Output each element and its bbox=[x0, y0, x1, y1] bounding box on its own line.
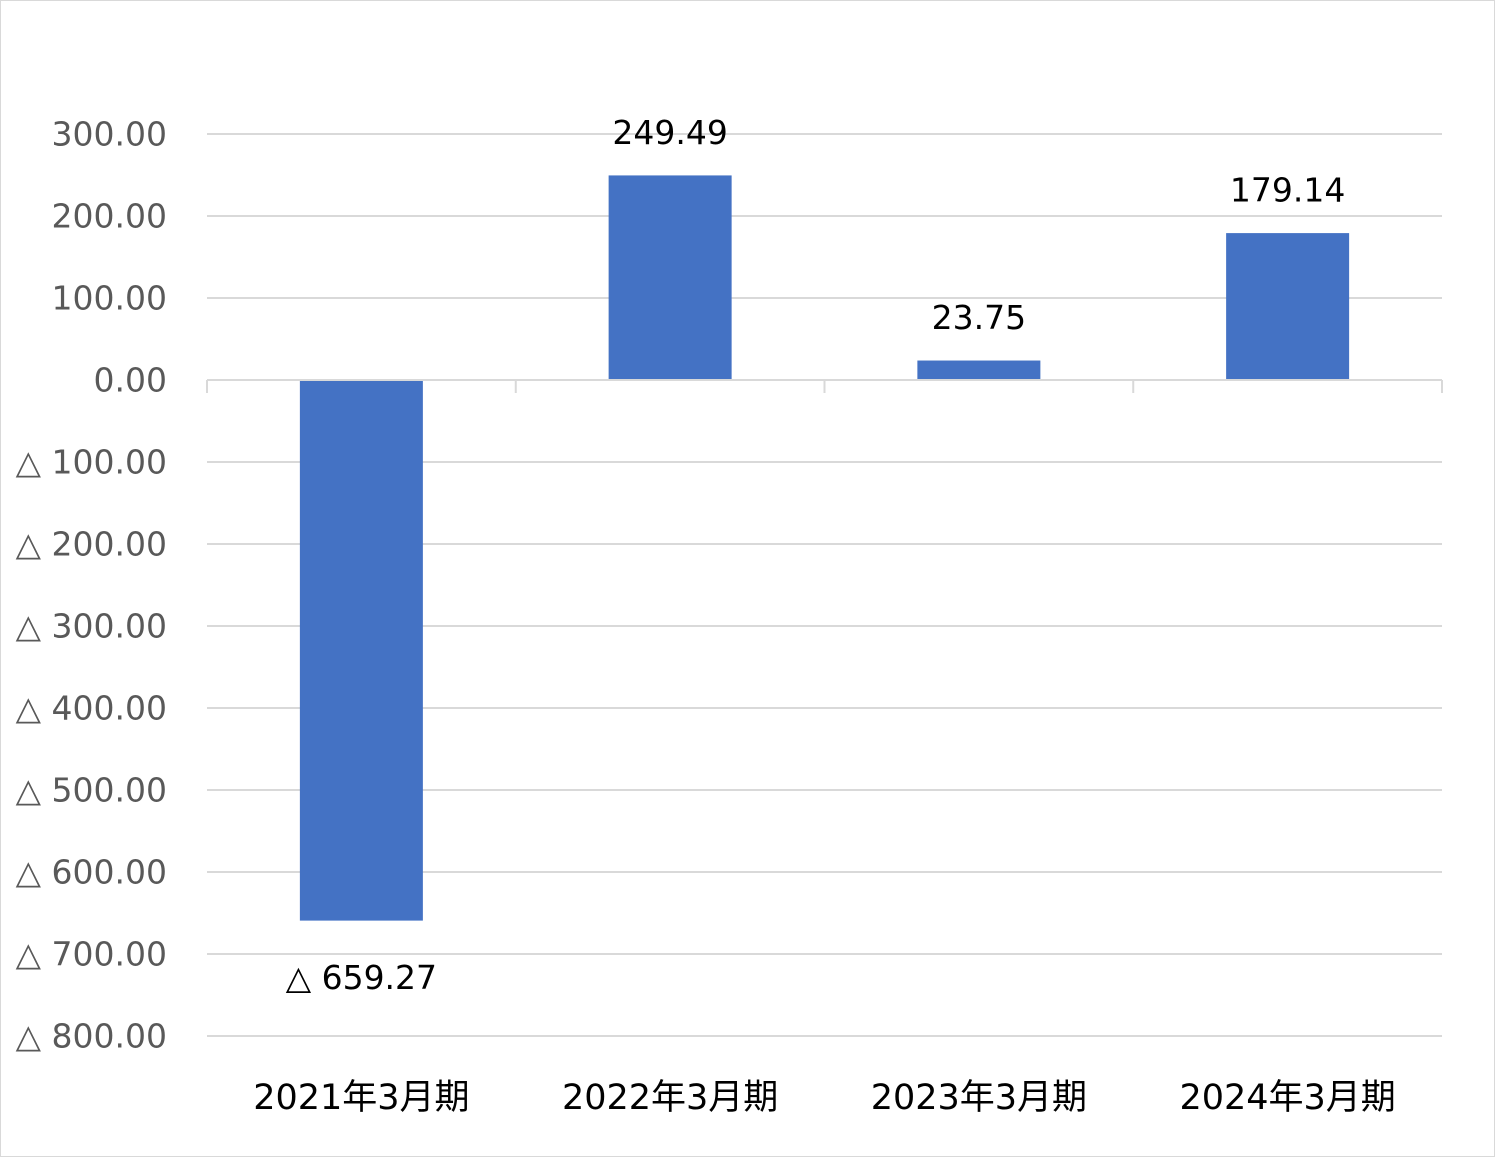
data-label: 179.14 bbox=[1230, 171, 1345, 210]
category-axis-labels: 2021年3月期 2022年3月期 2023年3月期 2024年3月期 bbox=[253, 1078, 1396, 1118]
data-label: 249.49 bbox=[612, 113, 727, 152]
bar bbox=[917, 360, 1041, 380]
y-tick-label: 100.00 bbox=[52, 279, 167, 318]
bar bbox=[299, 380, 423, 921]
category-axis bbox=[206, 379, 1443, 393]
data-label: 23.75 bbox=[932, 298, 1026, 337]
bar bbox=[608, 175, 732, 380]
bar bbox=[1226, 233, 1350, 380]
y-tick-label: △ 800.00 bbox=[16, 1017, 167, 1056]
y-tick-label: 0.00 bbox=[94, 361, 167, 400]
x-tick-label: 2021年3月期 bbox=[253, 1078, 469, 1118]
y-tick-label: △ 500.00 bbox=[16, 771, 167, 810]
y-tick-label: 300.00 bbox=[52, 115, 167, 154]
y-tick-label: △ 300.00 bbox=[16, 607, 167, 646]
x-tick-label: 2022年3月期 bbox=[562, 1078, 778, 1118]
y-tick-label: △ 200.00 bbox=[16, 525, 167, 564]
value-axis-labels: 300.00 200.00 100.00 0.00 △ 100.00 △ 200.00 △ … bbox=[16, 115, 167, 1056]
bars bbox=[299, 175, 1350, 921]
x-tick-label: 2024年3月期 bbox=[1179, 1078, 1395, 1118]
y-tick-label: 200.00 bbox=[52, 197, 167, 236]
y-tick-label: △ 700.00 bbox=[16, 935, 167, 974]
y-tick-label: △ 100.00 bbox=[16, 443, 167, 482]
y-tick-label: △ 400.00 bbox=[16, 689, 167, 728]
data-labels: △ 659.27 249.49 23.75 179.14 bbox=[286, 113, 1346, 997]
y-tick-label: △ 600.00 bbox=[16, 853, 167, 892]
data-label: △ 659.27 bbox=[286, 958, 437, 997]
x-tick-label: 2023年3月期 bbox=[871, 1078, 1087, 1118]
